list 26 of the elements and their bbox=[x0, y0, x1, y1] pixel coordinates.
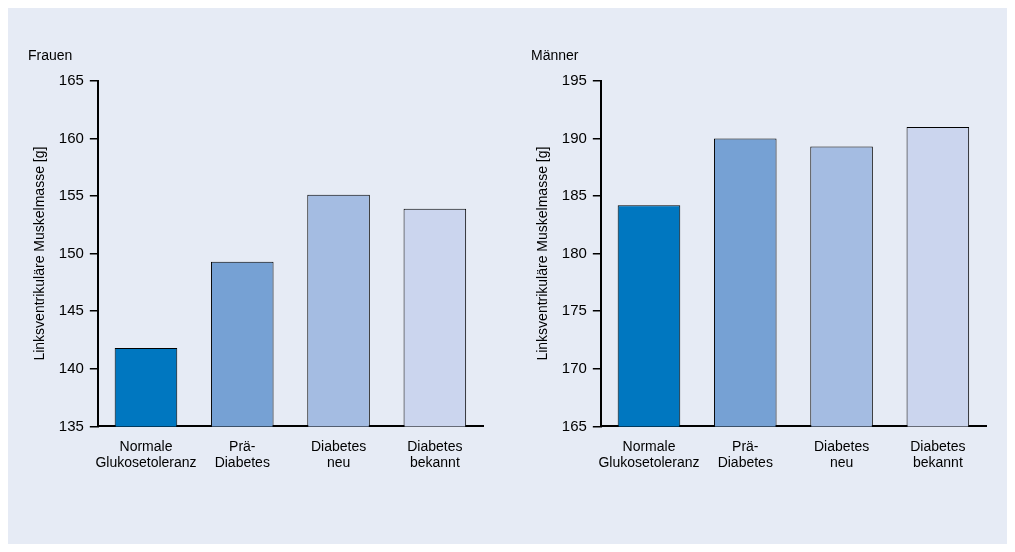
y-tick-label: 185 bbox=[561, 186, 587, 204]
y-tick-label: 155 bbox=[58, 186, 84, 204]
y-tick-label: 135 bbox=[58, 416, 84, 434]
y-tick-label: 165 bbox=[58, 70, 84, 88]
y-tick-label: 140 bbox=[58, 358, 84, 376]
x-tick-label: Diabetes bekannt bbox=[910, 437, 966, 471]
x-tick-label: Normale Glukosetoleranz bbox=[598, 437, 700, 471]
y-tick-label: 150 bbox=[58, 243, 84, 261]
y-tick-label: 165 bbox=[561, 416, 587, 434]
x-tick-label: Diabetes bekannt bbox=[407, 437, 463, 471]
x-tick-label: Prä- Diabetes bbox=[214, 437, 270, 471]
y-tick-label: 170 bbox=[561, 358, 587, 376]
y-tick-label: 190 bbox=[561, 128, 587, 146]
y-tick-label: 175 bbox=[561, 301, 587, 319]
y-tick-label: 145 bbox=[58, 301, 84, 319]
y-tick-label: 160 bbox=[58, 128, 84, 146]
x-tick-label: Prä- Diabetes bbox=[717, 437, 773, 471]
x-tick-label: Normale Glukosetoleranz bbox=[95, 437, 197, 471]
y-axis-title: Linksventrikuläre Muskelmasse [g] bbox=[31, 146, 48, 361]
y-axis-title: Linksventrikuläre Muskelmasse [g] bbox=[534, 146, 551, 361]
y-tick-label: 180 bbox=[561, 243, 587, 261]
y-tick-label: 195 bbox=[561, 70, 587, 88]
x-tick-label: Diabetes neu bbox=[813, 437, 870, 471]
x-tick-label: Diabetes neu bbox=[310, 437, 367, 471]
chart-title: Männer bbox=[531, 47, 579, 64]
chart-title: Frauen bbox=[28, 47, 73, 64]
